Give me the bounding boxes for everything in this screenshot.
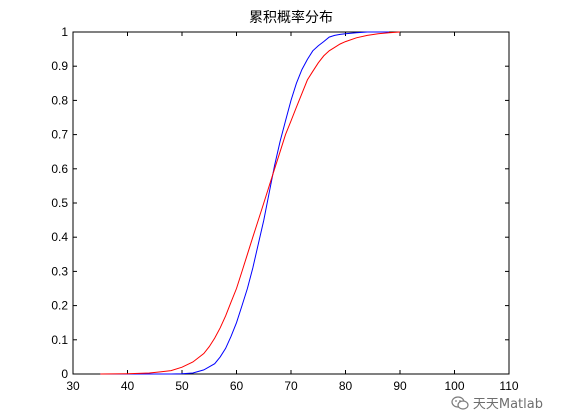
y-tick-label: 0.6 xyxy=(51,162,68,176)
y-tick-label: 0.7 xyxy=(51,128,68,142)
axis-ticks: 30 40 50 60 70 80 90 100 110 0 0.1 0.2 0.3 0.4 0.5 0.6 0… xyxy=(51,25,519,393)
x-tick-label: 60 xyxy=(230,379,244,393)
x-tick-label: 50 xyxy=(175,379,189,393)
series-lines xyxy=(100,31,401,375)
chart-title: 累积概率分布 xyxy=(249,9,333,26)
x-tick-label: 90 xyxy=(393,379,407,393)
y-tick-label: 0.8 xyxy=(51,93,68,107)
y-tick-label: 0.1 xyxy=(51,333,68,347)
watermark-text: 天天Matlab xyxy=(472,397,543,412)
x-tick-label: 100 xyxy=(444,379,464,393)
y-tick-label: 0 xyxy=(61,367,68,381)
y-tick-label: 0.9 xyxy=(51,59,68,73)
y-tick-label: 0.4 xyxy=(51,230,68,244)
y-tick-label: 0.5 xyxy=(51,196,68,210)
y-tick-label: 1 xyxy=(61,25,68,39)
y-tick-label: 0.3 xyxy=(51,264,68,278)
x-tick-label: 70 xyxy=(284,379,298,393)
wechat-icon xyxy=(451,395,469,410)
x-tick-label: 40 xyxy=(121,379,135,393)
watermark: 天天Matlab xyxy=(451,393,543,412)
series-line-0 xyxy=(100,31,390,375)
series-line-1 xyxy=(100,31,401,375)
y-tick-label: 0.2 xyxy=(51,299,68,313)
x-tick-label: 80 xyxy=(339,379,353,393)
x-tick-label: 30 xyxy=(66,379,80,393)
plot-frame xyxy=(72,31,510,375)
x-tick-label: 110 xyxy=(499,379,518,393)
